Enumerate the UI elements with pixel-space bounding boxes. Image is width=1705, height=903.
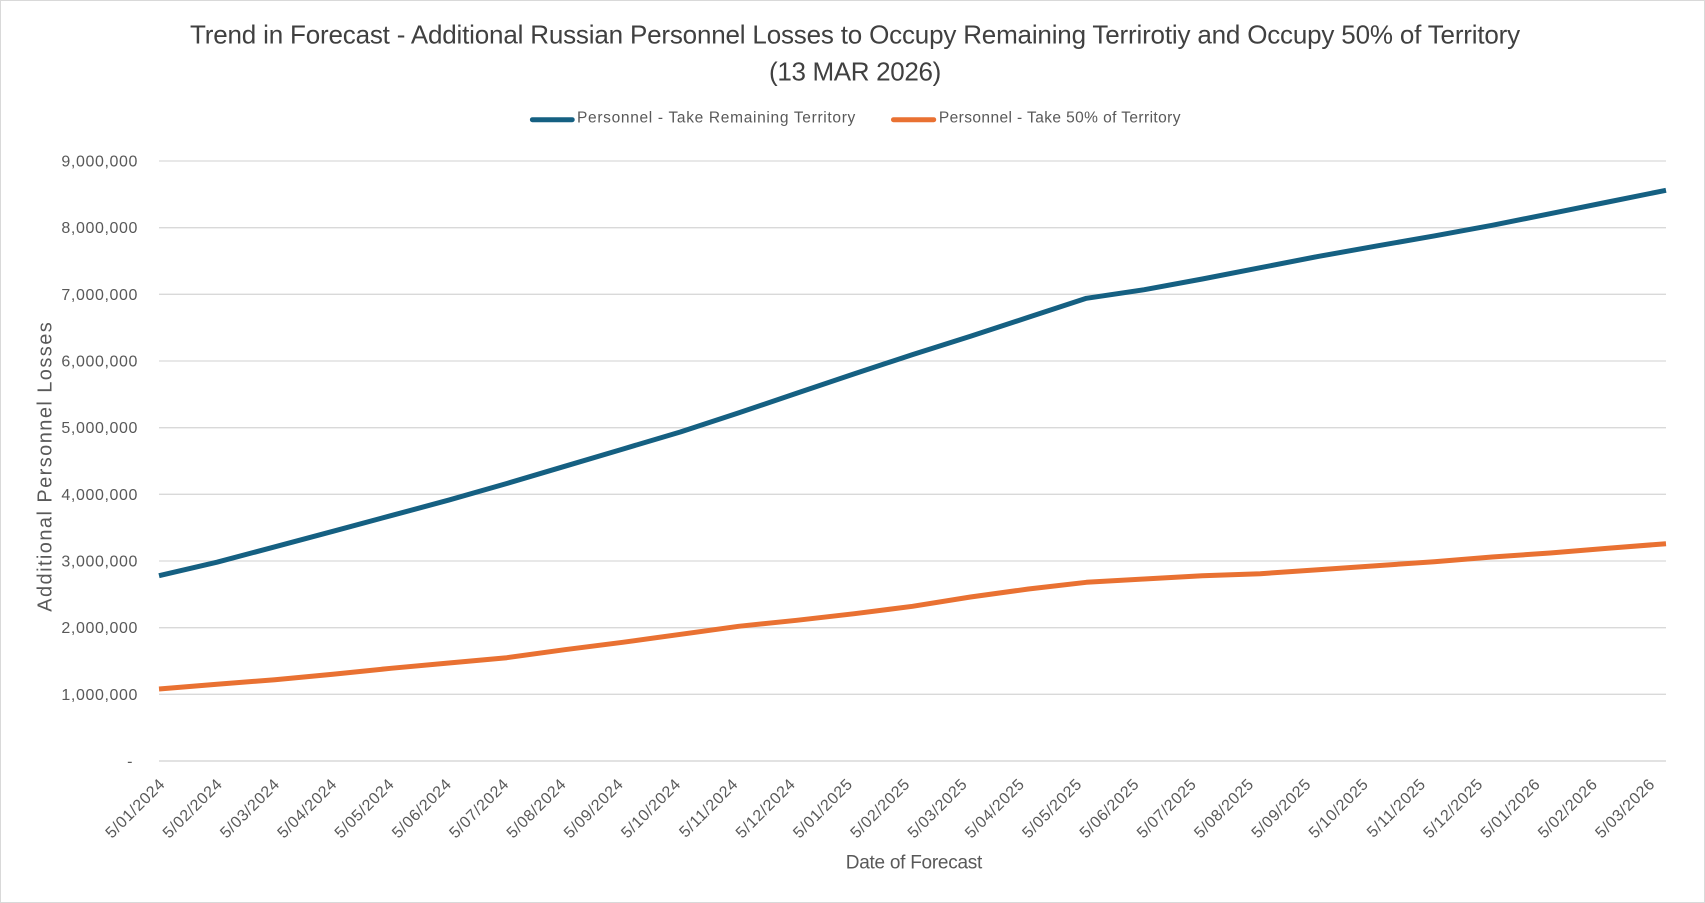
svg-text:-: - — [127, 754, 133, 771]
svg-text:3,000,000: 3,000,000 — [61, 554, 138, 571]
svg-text:7,000,000: 7,000,000 — [61, 287, 138, 304]
svg-text:Additional Personnel Losses: Additional Personnel Losses — [34, 321, 56, 612]
svg-text:Date of Forecast: Date of Forecast — [846, 853, 983, 874]
svg-text:8,000,000: 8,000,000 — [61, 220, 138, 237]
svg-text:Trend in Forecast - Additional: Trend in Forecast - Additional Russian P… — [190, 20, 1520, 50]
svg-text:6,000,000: 6,000,000 — [61, 354, 138, 371]
svg-text:(13 MAR 2026): (13 MAR 2026) — [769, 57, 941, 87]
svg-text:4,000,000: 4,000,000 — [61, 487, 138, 504]
svg-text:9,000,000: 9,000,000 — [61, 154, 138, 171]
svg-text:Personnel - Take 50% of Territ: Personnel - Take 50% of Territory — [939, 110, 1181, 127]
svg-text:2,000,000: 2,000,000 — [61, 620, 138, 637]
svg-text:5,000,000: 5,000,000 — [61, 420, 138, 437]
svg-text:1,000,000: 1,000,000 — [61, 687, 138, 704]
svg-text:Personnel - Take Remaining Ter: Personnel - Take Remaining Territory — [577, 110, 856, 127]
